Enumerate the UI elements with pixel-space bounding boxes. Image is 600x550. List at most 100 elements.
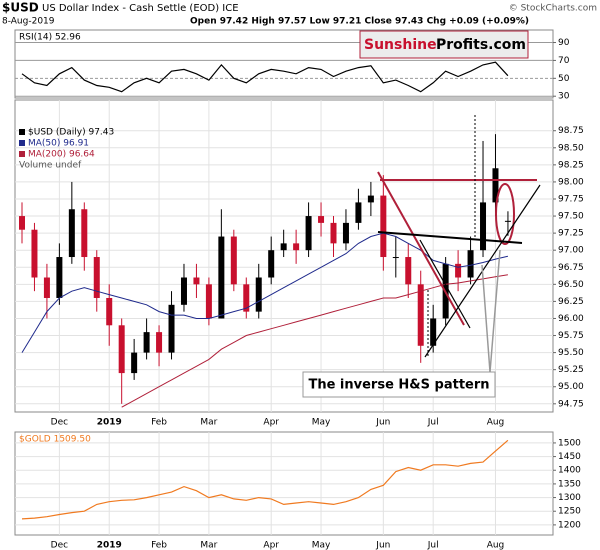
legend-entry: Volume undef [19, 161, 82, 171]
pattern-box [302, 371, 496, 398]
y-tick-label: 95.25 [558, 365, 584, 375]
candle-body [430, 318, 437, 346]
candle-body [68, 209, 75, 258]
legend-entry: MA(50) 96.91 [28, 139, 89, 149]
panel-title: RSI(14) 52.96 [19, 33, 81, 43]
candle-body [293, 243, 300, 251]
x-tick-label: 2019 [97, 418, 122, 428]
moving-average [21, 232, 509, 353]
y-tick-label: 1500 [558, 438, 581, 448]
y-tick-label: 98.75 [558, 126, 584, 136]
candle-body [305, 216, 312, 251]
y-tick-label: 95.75 [558, 331, 584, 341]
candle-body [405, 257, 412, 285]
y-tick-label: 96.50 [558, 280, 584, 290]
y-tick-label: 95.50 [558, 348, 584, 358]
candle-body [43, 277, 50, 298]
candle-body [193, 277, 200, 285]
candle-body [31, 229, 38, 278]
x-tick-label: Feb [151, 418, 167, 428]
x-tick-label: Jul [427, 418, 439, 428]
candle-body [342, 222, 349, 244]
x-tick-label: Jun [375, 541, 390, 550]
y-tick-label: 97.00 [558, 246, 584, 256]
y-tick-label: 95.00 [558, 382, 584, 392]
candle-body [131, 352, 138, 374]
line [21, 61, 509, 93]
logo-red: Sunshine [364, 37, 437, 53]
candle-body [467, 250, 474, 278]
logo-black: Profits.com [436, 37, 526, 53]
moving-average [121, 274, 508, 408]
candle-body [56, 257, 63, 298]
candle-body [19, 216, 25, 230]
legend-entry: MA(200) 96.64 [28, 150, 95, 160]
logo-box [359, 30, 529, 59]
y-tick-label: 97.75 [558, 194, 584, 204]
x-tick-label: Mar [200, 418, 217, 428]
line [21, 439, 509, 520]
x-tick-label: 2019 [97, 541, 122, 550]
x-tick-label: Jun [375, 418, 390, 428]
credit: © StockCharts.com [509, 4, 597, 14]
candle-body [93, 257, 100, 298]
x-tick-label: Aug [487, 418, 505, 428]
y-tick-label: 97.50 [558, 212, 584, 222]
candle-body [367, 195, 374, 203]
panel-frame [14, 29, 554, 99]
candle-body [106, 297, 113, 326]
y-tick-label: 96.00 [558, 314, 584, 324]
date: 8-Aug-2019 [2, 17, 55, 27]
y-tick-label: 98.00 [558, 177, 584, 187]
annotation-lines [377, 115, 541, 373]
panel-title: $GOLD 1509.50 [19, 435, 91, 445]
candle-body [218, 236, 225, 319]
quote: Open 97.42 High 97.57 Low 97.21 Close 97… [190, 17, 529, 27]
candle-body [417, 284, 424, 346]
candle-body [280, 243, 287, 251]
x-tick-label: May [312, 541, 331, 550]
x-tick-label: Apr [263, 541, 279, 550]
legend-swatch [19, 129, 25, 135]
y-tick-label: 96.75 [558, 263, 584, 273]
candle-body [492, 168, 499, 203]
y-tick-label: 90 [558, 38, 570, 48]
x-tick-label: Jul [427, 541, 439, 550]
candle-body [480, 202, 487, 251]
candle-body [143, 332, 150, 353]
subtitle: US Dollar Index - Cash Settle (EOD) ICE [42, 3, 239, 14]
candle-body [81, 209, 88, 258]
pattern-label: The inverse H&S pattern [308, 378, 489, 393]
y-tick-label: 1250 [558, 507, 581, 517]
candle-body [230, 236, 237, 285]
candle-body [255, 277, 262, 312]
y-tick-label: 1350 [558, 479, 581, 489]
y-tick-label: 98.50 [558, 143, 584, 153]
y-tick-label: 98.25 [558, 160, 584, 170]
panel-frame [14, 99, 554, 413]
candle-body [118, 325, 125, 374]
x-tick-label: Aug [487, 541, 505, 550]
candle-body [205, 284, 212, 319]
y-tick-label: 1400 [558, 466, 581, 476]
x-tick-label: Apr [263, 418, 279, 428]
x-tick-label: Dec [51, 541, 68, 550]
x-tick-label: May [312, 418, 331, 428]
candle-body [455, 263, 462, 278]
y-tick-label: 1200 [558, 520, 581, 530]
candle-body [330, 222, 337, 244]
y-tick-label: 1450 [558, 452, 581, 462]
symbol: $USD [2, 1, 39, 15]
y-tick-label: 94.75 [558, 399, 584, 409]
candle-body [392, 257, 399, 259]
y-tick-label: 70 [558, 56, 570, 66]
candle-body [355, 202, 362, 223]
x-tick-label: Mar [200, 541, 217, 550]
legend-swatch [19, 140, 25, 146]
candle-body [243, 284, 250, 312]
y-tick-label: 1300 [558, 493, 581, 503]
x-tick-label: Feb [151, 541, 167, 550]
y-tick-label: 30 [558, 92, 570, 102]
candle-body [268, 250, 275, 278]
